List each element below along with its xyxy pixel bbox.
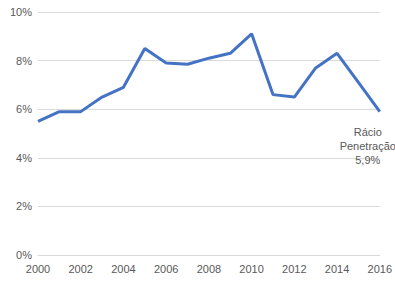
svg-text:Rácio: Rácio [354, 126, 382, 138]
svg-text:2002: 2002 [68, 263, 92, 275]
svg-text:0%: 0% [16, 249, 32, 261]
svg-text:2006: 2006 [154, 263, 178, 275]
svg-text:5,9%: 5,9% [355, 154, 380, 166]
svg-text:2004: 2004 [111, 263, 135, 275]
svg-text:2010: 2010 [239, 263, 263, 275]
svg-text:6%: 6% [16, 103, 32, 115]
svg-text:2014: 2014 [325, 263, 349, 275]
svg-text:2%: 2% [16, 200, 32, 212]
svg-text:2016: 2016 [368, 263, 392, 275]
svg-text:Penetração: Penetração [340, 140, 395, 152]
svg-text:2008: 2008 [197, 263, 221, 275]
svg-text:8%: 8% [16, 55, 32, 67]
svg-text:10%: 10% [10, 6, 32, 18]
svg-text:2012: 2012 [282, 263, 306, 275]
svg-text:2000: 2000 [26, 263, 50, 275]
svg-text:4%: 4% [16, 152, 32, 164]
